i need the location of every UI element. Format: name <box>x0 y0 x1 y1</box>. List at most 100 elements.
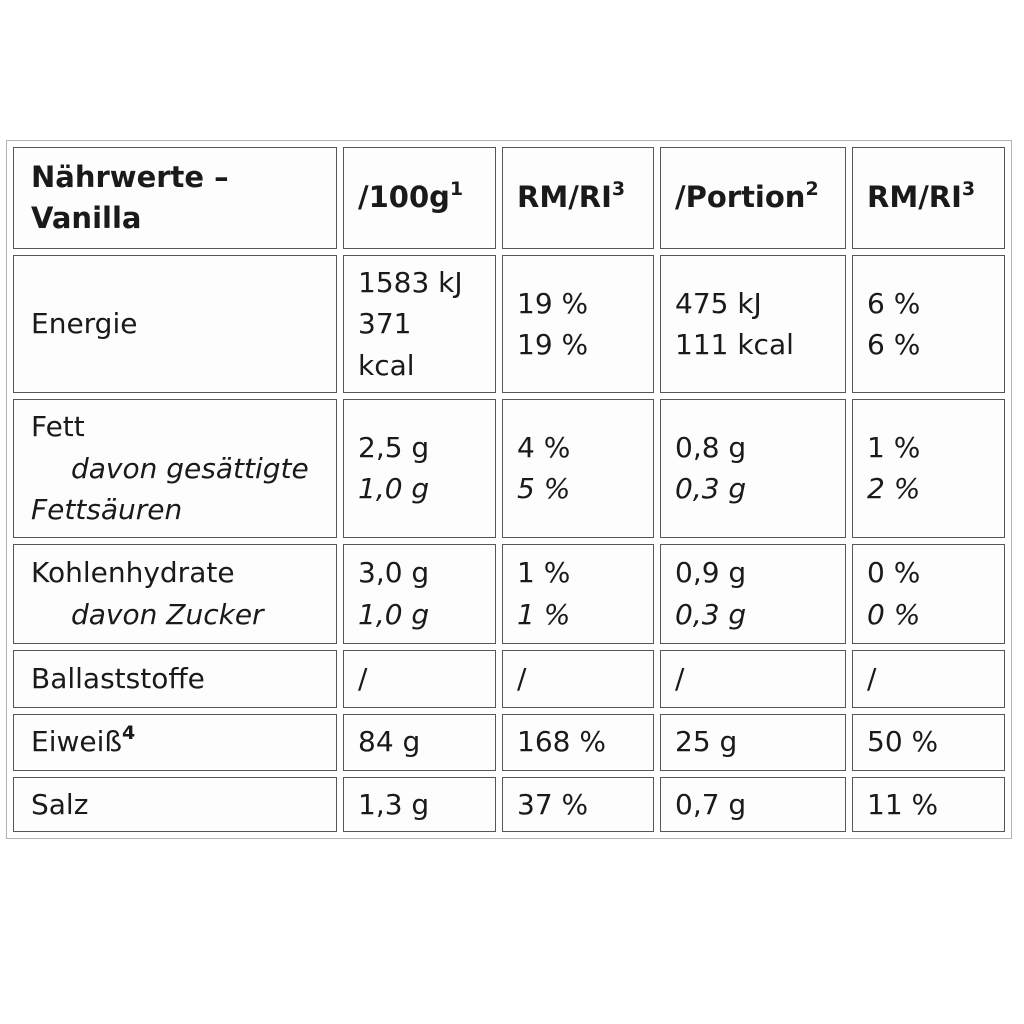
cell-eiweiss-per100g: 84 g <box>343 713 496 771</box>
cell-fett-label: Fett davon gesättigte Fettsäuren <box>13 399 337 538</box>
cell-kohlenhydrate-per100g: 3,0 g 1,0 g <box>343 543 496 644</box>
cell-energie-per100g: 1583 kJ 371 kcal <box>343 255 496 394</box>
energie-per100g-kcal-unit: kcal <box>358 348 415 382</box>
row-ballaststoffe: Ballaststoffe / / / / <box>13 649 1005 708</box>
row-fett: Fett davon gesättigte Fettsäuren 2,5 g 1… <box>13 399 1005 538</box>
fett-saturated-per100g: 1,0 g <box>358 472 430 506</box>
salz-rmri-100g: 37 % <box>517 787 589 821</box>
fett-saturated-portion: 0,3 g <box>675 472 747 506</box>
cell-kohlenhydrate-label: Kohlenhydrate davon Zucker <box>13 543 337 644</box>
fett-rmri-portion: 1 % <box>867 431 921 465</box>
kohlenhydrate-portion: 0,9 g <box>675 556 747 590</box>
cell-fett-per100g: 2,5 g 1,0 g <box>343 399 496 538</box>
cell-kohlenhydrate-portion: 0,9 g 0,3 g <box>660 543 846 644</box>
energie-rmri-100g-line2: 19 % <box>517 328 589 362</box>
kohlenhydrate-sublabel: davon Zucker <box>71 597 264 631</box>
ballaststoffe-portion: / <box>675 661 685 695</box>
cell-energie-rmri-portion: 6 % 6 % <box>852 255 1005 394</box>
kohlenhydrate-per100g: 3,0 g <box>358 556 430 590</box>
ballaststoffe-label: Ballaststoffe <box>31 661 205 695</box>
energie-per100g-kj: 1583 kJ <box>358 266 463 299</box>
kohlenhydrate-label: Kohlenhydrate <box>31 556 235 590</box>
fett-label: Fett <box>31 410 85 444</box>
cell-salz-per100g: 1,3 g <box>343 776 496 833</box>
header-rmri-100g: RM/RI3 <box>502 147 654 249</box>
header-product-line1: Nährwerte – <box>31 159 229 194</box>
cell-salz-rmri-portion: 11 % <box>852 776 1005 833</box>
cell-eiweiss-portion: 25 g <box>660 713 846 771</box>
eiweiss-footnote: 4 <box>122 722 136 745</box>
zucker-per100g: 1,0 g <box>358 597 430 631</box>
row-energie: Energie 1583 kJ 371 kcal 19 % 19 % 475 k… <box>13 255 1005 394</box>
cell-kohlenhydrate-rmri-100g: 1 % 1 % <box>502 543 654 644</box>
eiweiss-portion: 25 g <box>675 725 738 759</box>
cell-salz-label: Salz <box>13 776 337 833</box>
fett-per100g: 2,5 g <box>358 431 430 465</box>
ballaststoffe-rmri-100g: / <box>517 661 527 695</box>
fett-portion: 0,8 g <box>675 431 747 465</box>
cell-eiweiss-label: Eiweiß4 <box>13 713 337 771</box>
ballaststoffe-per100g: / <box>358 661 368 695</box>
cell-ballaststoffe-portion: / <box>660 649 846 708</box>
header-rmri-portion-text: RM/RI <box>867 180 962 215</box>
cell-energie-label: Energie <box>13 255 337 394</box>
salz-rmri-portion: 11 % <box>867 787 939 821</box>
header-per-100g: /100g1 <box>343 147 496 249</box>
energie-per100g-kcal-value: 371 <box>358 307 412 341</box>
energie-portion-kcal: 111 kcal <box>675 328 794 362</box>
salz-per100g: 1,3 g <box>358 787 430 821</box>
cell-eiweiss-rmri-100g: 168 % <box>502 713 654 771</box>
ballaststoffe-rmri-portion: / <box>867 661 877 695</box>
header-per-portion-text: /Portion <box>675 180 806 215</box>
zucker-portion: 0,3 g <box>675 597 747 631</box>
row-kohlenhydrate: Kohlenhydrate davon Zucker 3,0 g 1,0 g 1… <box>13 543 1005 644</box>
cell-ballaststoffe-rmri-portion: / <box>852 649 1005 708</box>
header-product-name: Nährwerte – Vanilla <box>13 147 337 249</box>
energie-rmri-100g-line1: 19 % <box>517 286 589 320</box>
header-product-line2: Vanilla <box>31 201 142 235</box>
cell-fett-rmri-portion: 1 % 2 % <box>852 399 1005 538</box>
nutrition-table: Nährwerte – Vanilla /100g1 RM/RI3 /Porti… <box>6 140 1012 840</box>
cell-energie-rmri-100g: 19 % 19 % <box>502 255 654 394</box>
row-eiweiss: Eiweiß4 84 g 168 % 25 g 50 % <box>13 713 1005 771</box>
kohlenhydrate-rmri-portion: 0 % <box>867 556 921 590</box>
header-per-100g-footnote: 1 <box>449 178 464 201</box>
header-rmri-100g-text: RM/RI <box>517 180 612 215</box>
cell-ballaststoffe-label: Ballaststoffe <box>13 649 337 708</box>
fett-rmri-100g: 4 % <box>517 431 571 465</box>
header-per-portion: /Portion2 <box>660 147 846 249</box>
header-row: Nährwerte – Vanilla /100g1 RM/RI3 /Porti… <box>13 147 1005 249</box>
eiweiss-label-wrap: Eiweiß4 <box>31 721 328 762</box>
cell-eiweiss-rmri-portion: 50 % <box>852 713 1005 771</box>
header-per-portion-footnote: 2 <box>805 178 819 201</box>
zucker-rmri-100g: 1 % <box>517 597 571 631</box>
energie-label: Energie <box>31 307 138 341</box>
kohlenhydrate-rmri-100g: 1 % <box>517 556 571 590</box>
eiweiss-per100g: 84 g <box>358 725 421 759</box>
salz-label: Salz <box>31 787 89 821</box>
cell-ballaststoffe-rmri-100g: / <box>502 649 654 708</box>
salz-portion: 0,7 g <box>675 787 747 821</box>
eiweiss-rmri-portion: 50 % <box>867 725 939 759</box>
header-rmri-100g-footnote: 3 <box>611 178 626 201</box>
row-salz: Salz 1,3 g 37 % 0,7 g 11 % <box>13 776 1005 833</box>
energie-rmri-portion-line1: 6 % <box>867 286 921 320</box>
cell-fett-rmri-100g: 4 % 5 % <box>502 399 654 538</box>
header-rmri-portion: RM/RI3 <box>852 147 1005 249</box>
energie-rmri-portion-line2: 6 % <box>867 328 921 362</box>
header-rmri-portion-footnote: 3 <box>961 178 976 201</box>
fett-sublabel-line1: davon gesättigte <box>71 451 309 485</box>
cell-salz-portion: 0,7 g <box>660 776 846 833</box>
cell-salz-rmri-100g: 37 % <box>502 776 654 833</box>
cell-fett-portion: 0,8 g 0,3 g <box>660 399 846 538</box>
cell-energie-portion: 475 kJ 111 kcal <box>660 255 846 394</box>
energie-portion-kj: 475 kJ <box>675 286 762 320</box>
fett-sublabel-line2: Fettsäuren <box>31 493 183 527</box>
cell-kohlenhydrate-rmri-portion: 0 % 0 % <box>852 543 1005 644</box>
header-per-100g-text: /100g <box>358 180 450 215</box>
cell-ballaststoffe-per100g: / <box>343 649 496 708</box>
eiweiss-label: Eiweiß <box>31 725 123 759</box>
fett-saturated-rmri-portion: 2 % <box>867 472 921 506</box>
zucker-rmri-portion: 0 % <box>867 597 921 631</box>
